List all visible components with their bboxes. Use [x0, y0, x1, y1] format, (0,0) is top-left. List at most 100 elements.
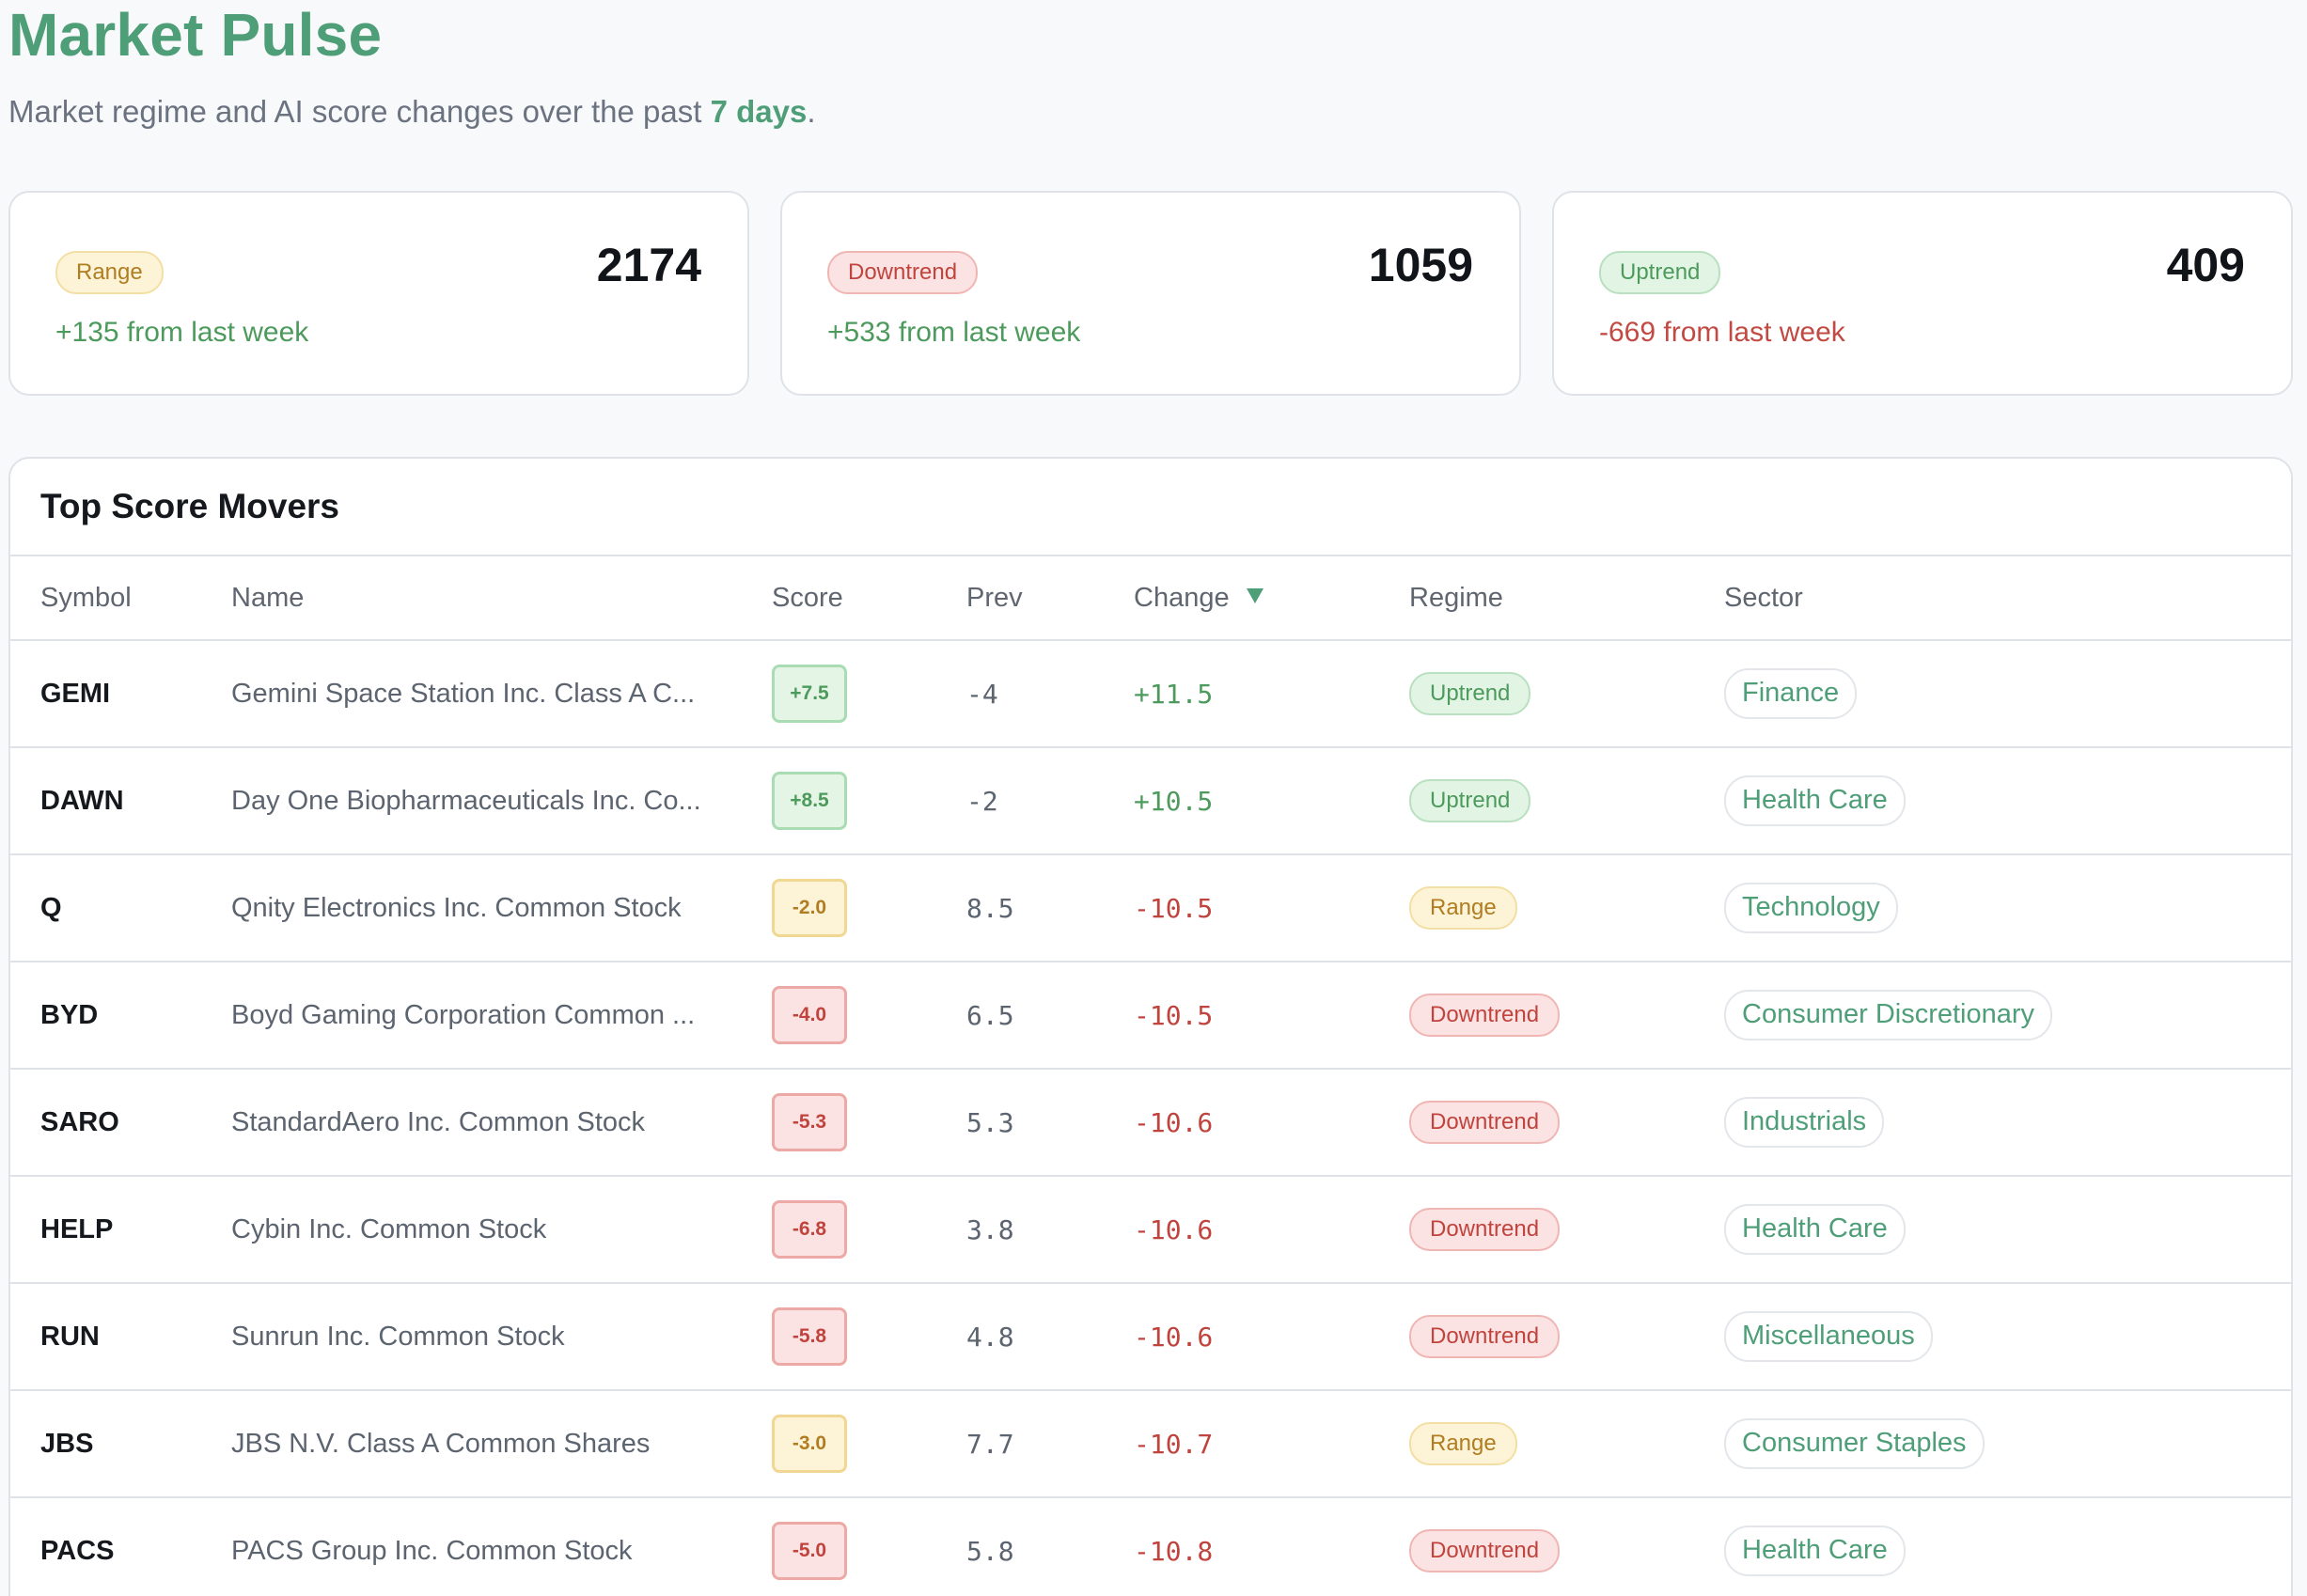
column-header-score[interactable]: Score [772, 582, 843, 613]
row-prev: 4.8 [966, 1321, 1014, 1353]
row-prev: 5.3 [966, 1106, 1014, 1138]
row-sector-tag[interactable]: Health Care [1724, 775, 1906, 826]
column-header-regime[interactable]: Regime [1409, 582, 1503, 613]
regime-delta: +533 from last week [827, 317, 1081, 348]
row-sector-tag[interactable]: Consumer Discretionary [1724, 990, 2053, 1041]
table-row[interactable]: SARO StandardAero Inc. Common Stock -5.3… [10, 1070, 2291, 1177]
row-sector-tag[interactable]: Consumer Staples [1724, 1418, 1985, 1469]
column-header-name[interactable]: Name [231, 582, 305, 613]
row-name: Sunrun Inc. Common Stock [231, 1321, 565, 1352]
regime-count: 409 [2166, 239, 2245, 291]
row-score: +7.5 [772, 665, 847, 723]
row-prev: -2 [966, 785, 998, 817]
row-regime-badge: Downtrend [1409, 1315, 1561, 1358]
regime-badge: Downtrend [827, 251, 979, 294]
regime-count: 1059 [1368, 239, 1473, 291]
regime-card-range[interactable]: Range 2174 +135 from last week [8, 191, 749, 396]
row-symbol: HELP [40, 1213, 114, 1244]
row-score: +8.5 [772, 772, 847, 830]
column-header-change-label: Change [1134, 582, 1230, 613]
table-header: Symbol Name Score Prev Change Regime Sec… [10, 556, 2291, 641]
row-score: -5.8 [772, 1307, 847, 1366]
row-prev: -4 [966, 678, 998, 710]
row-prev: 7.7 [966, 1428, 1014, 1460]
row-symbol: BYD [40, 999, 99, 1030]
row-name: StandardAero Inc. Common Stock [231, 1106, 646, 1137]
row-regime-badge: Uptrend [1409, 672, 1531, 715]
regime-card-downtrend[interactable]: Downtrend 1059 +533 from last week [780, 191, 1521, 396]
row-change: -10.6 [1134, 1213, 1214, 1245]
row-name: JBS N.V. Class A Common Shares [231, 1428, 651, 1459]
row-score: -2.0 [772, 879, 847, 937]
regime-summary-cards: Range 2174 +135 from last week Downtrend… [8, 191, 2293, 396]
table-row[interactable]: Q Qnity Electronics Inc. Common Stock -2… [10, 855, 2291, 962]
page-title: Market Pulse [8, 1, 383, 69]
row-prev: 8.5 [966, 892, 1014, 924]
row-change: -10.6 [1134, 1321, 1214, 1353]
row-name: Qnity Electronics Inc. Common Stock [231, 892, 682, 923]
row-change: -10.8 [1134, 1535, 1214, 1567]
row-prev: 6.5 [966, 999, 1014, 1031]
table-row[interactable]: BYD Boyd Gaming Corporation Common ... -… [10, 962, 2291, 1070]
row-name: PACS Group Inc. Common Stock [231, 1535, 633, 1566]
row-change: +10.5 [1134, 785, 1214, 817]
row-regime-badge: Downtrend [1409, 1529, 1561, 1573]
regime-badge: Range [55, 251, 164, 294]
row-name: Day One Biopharmaceuticals Inc. Co... [231, 785, 701, 816]
row-sector-tag[interactable]: Finance [1724, 668, 1858, 719]
top-score-movers-table: Top Score Movers Symbol Name Score Prev … [8, 457, 2293, 1596]
table-row[interactable]: PACS PACS Group Inc. Common Stock -5.0 5… [10, 1498, 2291, 1596]
subtitle-suffix: . [807, 94, 816, 129]
row-prev: 5.8 [966, 1535, 1014, 1567]
row-symbol: JBS [40, 1428, 94, 1459]
table-row[interactable]: HELP Cybin Inc. Common Stock -6.8 3.8 -1… [10, 1177, 2291, 1284]
row-name: Gemini Space Station Inc. Class A C... [231, 678, 696, 709]
column-header-prev[interactable]: Prev [966, 582, 1023, 613]
row-regime-badge: Downtrend [1409, 994, 1561, 1037]
market-pulse-page: Market Pulse Market regime and AI score … [0, 5, 2307, 1596]
sort-desc-icon[interactable] [1246, 587, 1263, 603]
row-sector-tag[interactable]: Health Care [1724, 1204, 1906, 1255]
row-symbol: PACS [40, 1535, 115, 1566]
row-change: -10.5 [1134, 999, 1214, 1031]
row-regime-badge: Range [1409, 1422, 1517, 1465]
row-symbol: Q [40, 892, 62, 923]
regime-card-uptrend[interactable]: Uptrend 409 -669 from last week [1552, 191, 2293, 396]
row-regime-badge: Downtrend [1409, 1101, 1561, 1144]
row-regime-badge: Downtrend [1409, 1208, 1561, 1251]
row-sector-tag[interactable]: Health Care [1724, 1526, 1906, 1576]
subtitle-text: Market regime and AI score changes over … [8, 94, 711, 129]
row-sector-tag[interactable]: Miscellaneous [1724, 1311, 1933, 1362]
column-header-change[interactable]: Change [1134, 583, 1409, 614]
row-change: -10.7 [1134, 1428, 1214, 1460]
column-header-symbol[interactable]: Symbol [40, 582, 132, 613]
row-change: -10.6 [1134, 1106, 1214, 1138]
row-score: -3.0 [772, 1415, 847, 1473]
row-score: -5.0 [772, 1522, 847, 1580]
regime-badge: Uptrend [1599, 251, 1721, 294]
row-symbol: RUN [40, 1321, 100, 1352]
regime-delta: -669 from last week [1599, 317, 1845, 348]
subtitle-days: 7 days [710, 94, 808, 129]
table-body: GEMI Gemini Space Station Inc. Class A C… [10, 641, 2291, 1596]
row-name: Boyd Gaming Corporation Common ... [231, 999, 696, 1030]
row-score: -5.3 [772, 1093, 847, 1151]
row-sector-tag[interactable]: Technology [1724, 883, 1898, 933]
column-header-sector[interactable]: Sector [1724, 582, 1803, 613]
row-sector-tag[interactable]: Industrials [1724, 1097, 1885, 1148]
row-symbol: DAWN [40, 785, 124, 816]
row-regime-badge: Uptrend [1409, 779, 1531, 822]
table-row[interactable]: RUN Sunrun Inc. Common Stock -5.8 4.8 -1… [10, 1284, 2291, 1391]
table-row[interactable]: DAWN Day One Biopharmaceuticals Inc. Co.… [10, 748, 2291, 855]
row-change: +11.5 [1134, 678, 1214, 710]
row-name: Cybin Inc. Common Stock [231, 1213, 547, 1244]
row-symbol: SARO [40, 1106, 119, 1137]
table-title: Top Score Movers [10, 459, 2291, 556]
page-subtitle: Market regime and AI score changes over … [8, 96, 2307, 127]
row-symbol: GEMI [40, 678, 111, 709]
row-change: -10.5 [1134, 892, 1214, 924]
table-row[interactable]: GEMI Gemini Space Station Inc. Class A C… [10, 641, 2291, 748]
row-regime-badge: Range [1409, 886, 1517, 930]
table-row[interactable]: JBS JBS N.V. Class A Common Shares -3.0 … [10, 1391, 2291, 1498]
row-score: -6.8 [772, 1200, 847, 1259]
